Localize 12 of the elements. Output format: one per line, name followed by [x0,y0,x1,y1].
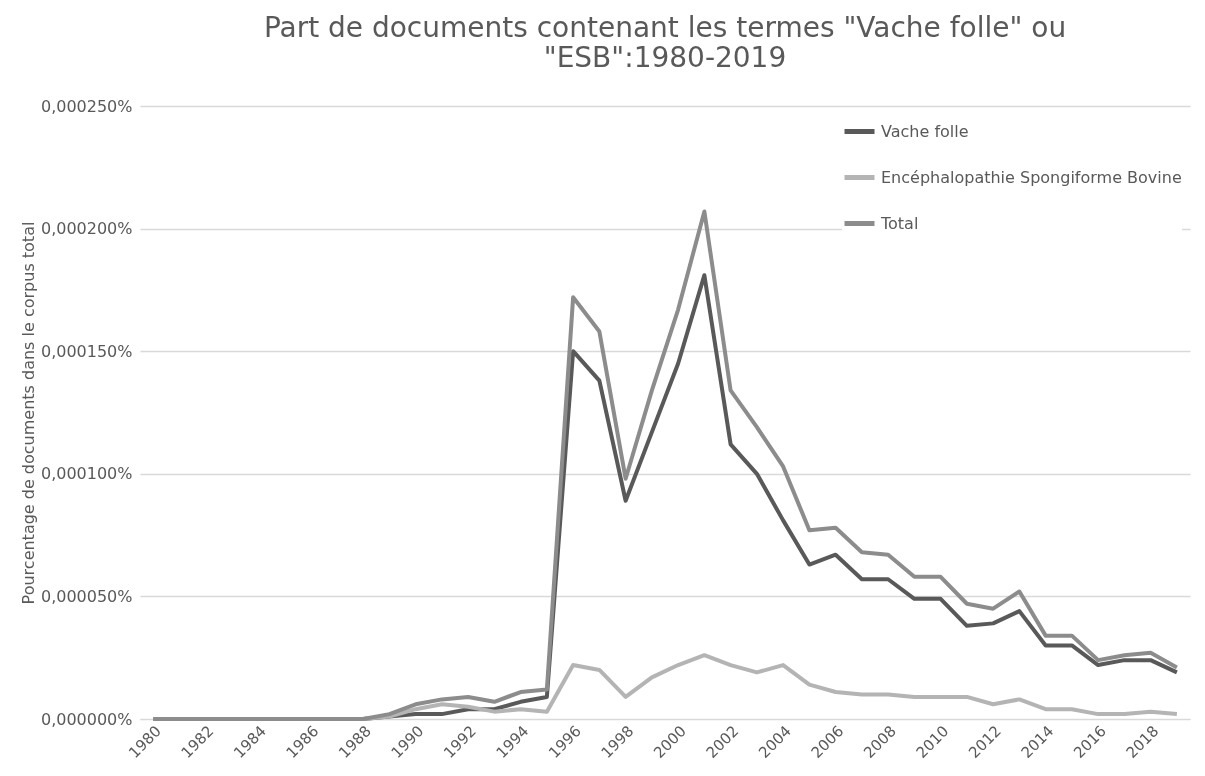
y-tick-label: 0,000150% [40,341,133,361]
text: "ESB":1980-2019 [543,41,787,74]
legend-label: Vache folle [881,121,969,141]
y-tick-label: 0,000050% [40,586,133,606]
y-tick-label: 0,000250% [40,96,133,116]
y-axis-title: Pourcentage de documents dans le corpus total [18,221,38,605]
legend-label: Encéphalopathie Spongiforme Bovine [881,167,1182,187]
y-tick-label: 0,000100% [40,464,133,484]
text: Part de documents contenant les termes "Vache folle" ou [263,11,1067,44]
legend-label: Total [880,213,919,233]
y-tick-label: 0,000200% [40,219,133,239]
y-tick-label: 0,000000% [40,709,133,729]
